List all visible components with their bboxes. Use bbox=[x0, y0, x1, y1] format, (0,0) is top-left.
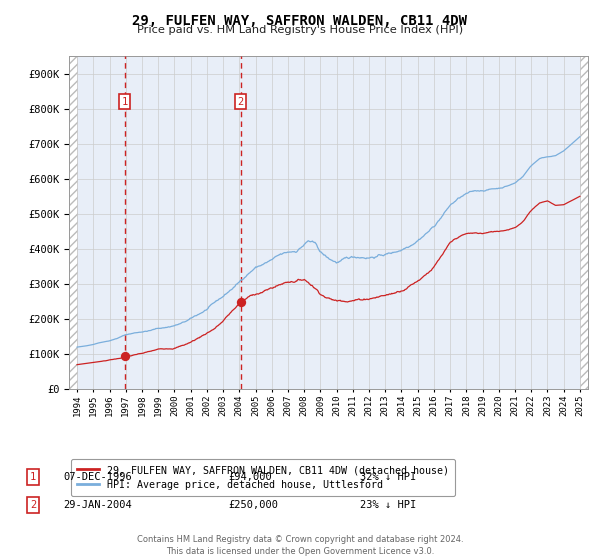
Text: 07-DEC-1996: 07-DEC-1996 bbox=[63, 472, 132, 482]
Point bbox=[236, 297, 245, 306]
Bar bbox=[580, 56, 588, 389]
Text: 29, FULFEN WAY, SAFFRON WALDEN, CB11 4DW: 29, FULFEN WAY, SAFFRON WALDEN, CB11 4DW bbox=[133, 14, 467, 28]
Legend: 29, FULFEN WAY, SAFFRON WALDEN, CB11 4DW (detached house), HPI: Average price, d: 29, FULFEN WAY, SAFFRON WALDEN, CB11 4DW… bbox=[71, 459, 455, 496]
Text: 1: 1 bbox=[122, 96, 128, 106]
Point bbox=[120, 352, 130, 361]
Text: Price paid vs. HM Land Registry's House Price Index (HPI): Price paid vs. HM Land Registry's House … bbox=[137, 25, 463, 35]
Text: 2: 2 bbox=[238, 96, 244, 106]
Text: 29-JAN-2004: 29-JAN-2004 bbox=[63, 500, 132, 510]
Text: 32% ↓ HPI: 32% ↓ HPI bbox=[360, 472, 416, 482]
Text: 1: 1 bbox=[30, 472, 36, 482]
Text: 2: 2 bbox=[30, 500, 36, 510]
Text: 23% ↓ HPI: 23% ↓ HPI bbox=[360, 500, 416, 510]
Text: Contains HM Land Registry data © Crown copyright and database right 2024.
This d: Contains HM Land Registry data © Crown c… bbox=[137, 535, 463, 556]
Text: £250,000: £250,000 bbox=[228, 500, 278, 510]
Bar bbox=[69, 56, 77, 389]
Text: £94,000: £94,000 bbox=[228, 472, 272, 482]
